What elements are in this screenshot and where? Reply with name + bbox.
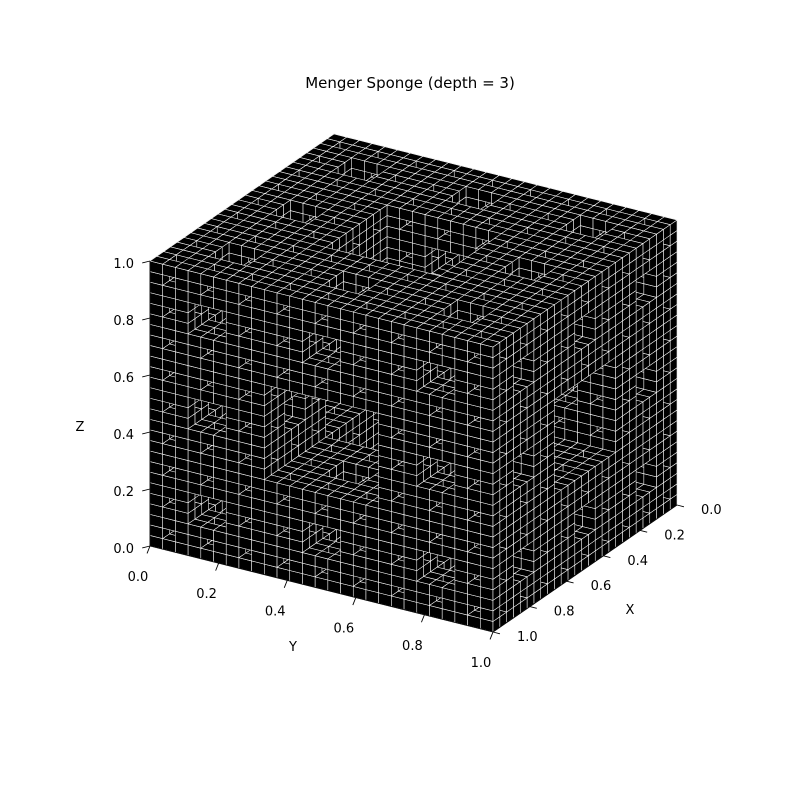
menger-sponge-voxels bbox=[149, 133, 678, 633]
